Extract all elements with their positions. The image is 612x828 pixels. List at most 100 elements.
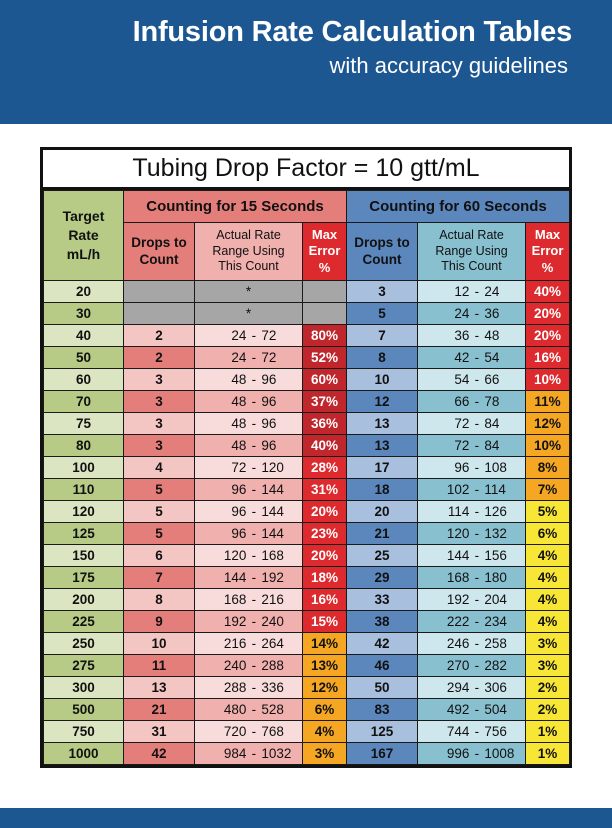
range-dash: - [474,504,480,519]
range-high: 108 [484,460,507,475]
range-dash: - [251,724,257,739]
drops-60-cell: 38 [346,610,419,633]
table-row: 225 9 192-240 15% 38 222-234 4% [43,610,571,633]
range-high: 24 [484,284,500,299]
header-line: This Count [218,259,279,274]
range-dash: - [474,394,480,409]
target-rate-cell: 500 [43,698,124,721]
range-low: 24 [454,306,470,321]
range-high: 66 [484,372,500,387]
header-line: Count [362,251,402,267]
target-rate-cell: 110 [43,478,124,501]
range-low: 24 [231,350,247,365]
range-low: 72 [454,438,470,453]
range-dash: - [474,570,480,585]
range-low: 246 [446,636,470,651]
range-low: 168 [446,570,470,585]
table-row: 150 6 120-168 20% 25 144-156 4% [43,544,571,567]
range-dash: - [474,614,480,629]
range-dash: - [474,658,480,673]
range-high: 144 [261,526,284,541]
range-dash: - [474,526,480,541]
range-dash: - [251,504,257,519]
range-15-cell: 96-144 [194,522,303,545]
range-60-cell: 192-204 [417,588,527,611]
range-high: 132 [484,526,507,541]
range-high: 288 [261,658,284,673]
max-error-60-cell: 40% [525,280,571,303]
drops-60-cell: 17 [346,456,419,479]
drops-60-cell: 21 [346,522,419,545]
range-low: 492 [446,702,470,717]
target-rate-cell: 225 [43,610,124,633]
range-15-cell: 120-168 [194,544,303,567]
range-60-cell: 222-234 [417,610,527,633]
max-error-60-cell: 11% [525,390,571,413]
range-low: 720 [223,724,247,739]
header-counting-15-seconds: Counting for 15 Seconds [122,190,348,223]
range-dash: - [251,570,257,585]
range-high: 264 [261,636,284,651]
range-dash: - [251,526,257,541]
range-dash: - [251,482,257,497]
range-60-cell: 12-24 [417,280,527,303]
drops-60-cell: 8 [346,346,419,369]
range-high: 768 [261,724,284,739]
range-dash: - [251,548,257,563]
header-line: % [541,259,554,275]
range-high: 78 [484,394,500,409]
range-low: 24 [231,328,247,343]
range-low: 12 [454,284,470,299]
range-15-cell: 48-96 [194,390,303,413]
range-high: 282 [484,658,507,673]
range-dash: - [251,702,257,717]
range-15-cell: * [194,302,303,325]
range-15-cell: 96-144 [194,500,303,523]
range-dash: - [474,306,480,321]
page-title: Infusion Rate Calculation Tables [132,16,573,48]
max-error-15-cell: 18% [301,566,348,589]
range-high: 126 [484,504,507,519]
range-60-cell: 114-126 [417,500,527,523]
range-dash: - [474,680,480,695]
max-error-15-cell: 13% [301,654,348,677]
range-low: 102 [446,482,470,497]
range-low: 144 [223,570,247,585]
drops-15-cell: 6 [123,544,195,567]
target-rate-cell: 275 [43,654,124,677]
range-dash: - [474,746,480,761]
header-line: Drops to [354,234,410,250]
range-low: 120 [446,526,470,541]
header-line: Range Using [212,243,285,258]
table-row: 750 31 720-768 4% 125 744-756 1% [43,720,571,743]
table-row: 110 5 96-144 31% 18 102-114 7% [43,478,571,501]
range-60-cell: 54-66 [417,368,527,391]
range-dash: - [474,702,480,717]
range-high: 96 [261,416,277,431]
range-high: 144 [261,482,284,497]
page-header: Infusion Rate Calculation Tables with ac… [0,0,612,124]
range-low: 114 [447,504,470,519]
range-low: 270 [446,658,470,673]
drops-60-cell: 3 [346,280,419,303]
range-60-cell: 24-36 [417,302,527,325]
max-error-15-cell: 31% [301,478,348,501]
range-low: 48 [231,438,247,453]
range-dash: - [251,636,257,651]
range-low: 48 [231,416,247,431]
target-rate-cell: 175 [43,566,124,589]
header-target-line: Rate [68,227,99,244]
max-error-15-cell: 6% [301,698,348,721]
range-15-cell: 144-192 [194,566,303,589]
max-error-60-cell: 8% [525,456,571,479]
range-dash: - [474,284,480,299]
max-error-60-cell: 1% [525,720,571,743]
table-title: Tubing Drop Factor = 10 gtt/mL [43,150,569,190]
max-error-15-cell: 20% [301,544,348,567]
header-target-rate: Target Rate mL/h [43,190,124,281]
range-high: 96 [261,372,277,387]
range-high: 528 [261,702,284,717]
drops-60-cell: 10 [346,368,419,391]
range-high: 216 [261,592,284,607]
max-error-15-cell [301,280,348,303]
